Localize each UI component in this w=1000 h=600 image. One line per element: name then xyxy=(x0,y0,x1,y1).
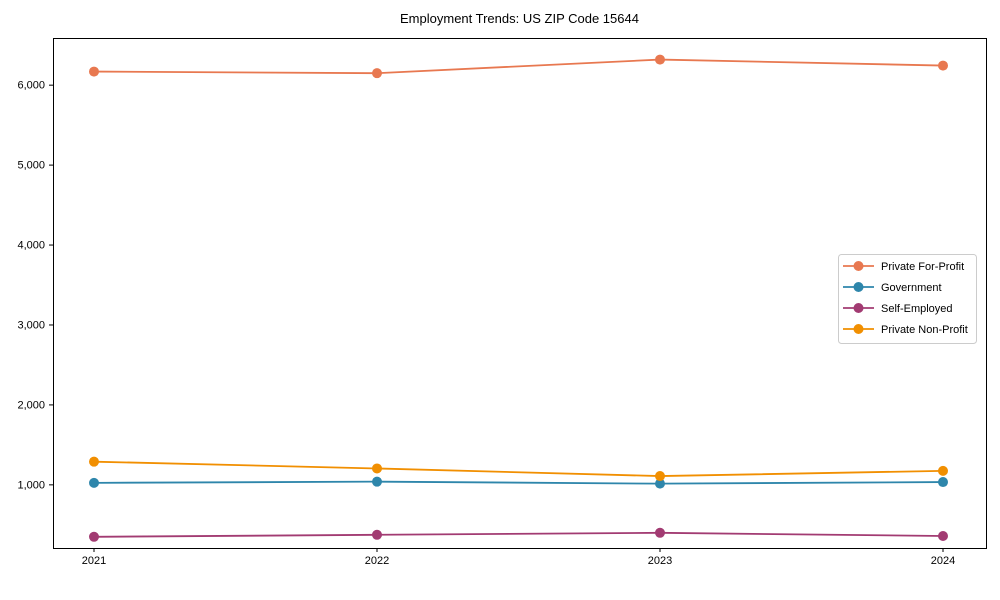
data-point xyxy=(655,527,665,538)
data-point xyxy=(372,463,382,474)
data-point xyxy=(938,60,948,71)
chart-title: Employment Trends: US ZIP Code 15644 xyxy=(400,11,639,26)
data-point xyxy=(372,68,382,79)
y-axis-tick-label: 4,000 xyxy=(17,240,45,252)
y-axis-tick-label: 6,000 xyxy=(17,80,45,92)
data-point xyxy=(89,456,99,467)
series-line xyxy=(93,58,944,75)
series-line xyxy=(93,460,944,477)
legend-label: Private For-Profit xyxy=(881,261,964,273)
data-point xyxy=(938,477,948,488)
legend: Private For-Profit Government Self-Employe… xyxy=(838,254,977,344)
legend-label: Private Non-Profit xyxy=(881,324,968,336)
legend-label: Self-Employed xyxy=(881,303,953,315)
legend-marker-dot xyxy=(853,324,864,334)
legend-marker-dot xyxy=(853,303,864,313)
series-line xyxy=(93,531,944,538)
data-point xyxy=(89,477,99,488)
legend-box xyxy=(838,254,977,344)
legend-marker-dot xyxy=(853,261,864,271)
plot-border xyxy=(53,38,987,549)
data-point xyxy=(938,531,948,542)
y-axis-tick-label: 2,000 xyxy=(17,399,45,411)
x-axis-tick-label: 2024 xyxy=(931,555,955,567)
data-point xyxy=(372,529,382,540)
series-line xyxy=(93,480,944,485)
y-axis-tick-label: 1,000 xyxy=(17,479,45,491)
x-axis-tick-label: 2022 xyxy=(365,555,389,567)
data-point xyxy=(89,66,99,77)
data-point xyxy=(938,465,948,476)
x-axis-tick-label: 2023 xyxy=(648,555,672,567)
data-point xyxy=(655,478,665,489)
legend-label: Government xyxy=(881,282,942,294)
data-point xyxy=(89,531,99,542)
y-axis-tick-label: 3,000 xyxy=(17,319,45,331)
legend-marker-dot xyxy=(853,282,864,292)
y-axis-tick-label: 5,000 xyxy=(17,160,45,172)
data-point xyxy=(372,476,382,487)
data-point xyxy=(655,54,665,65)
data-point xyxy=(655,471,665,482)
x-axis-tick-label: 2021 xyxy=(82,555,106,567)
